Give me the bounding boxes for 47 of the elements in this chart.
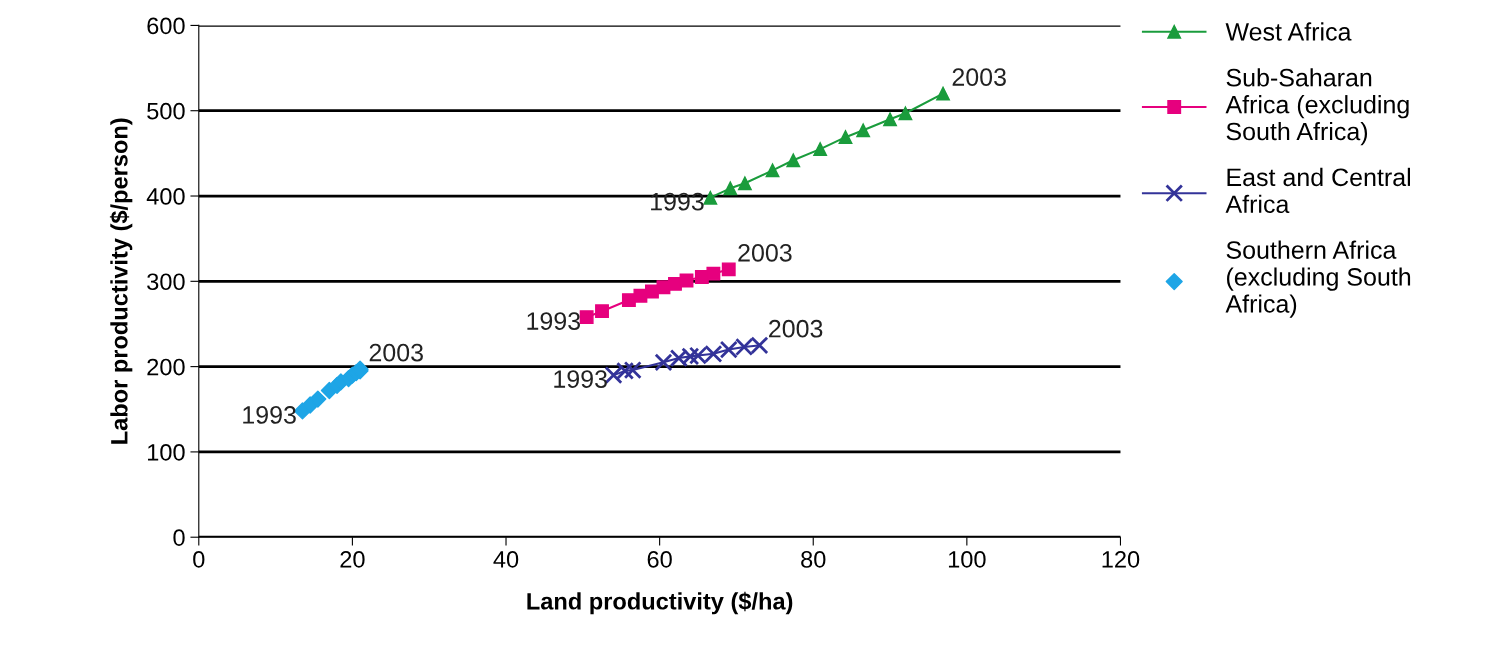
- point: [579, 310, 594, 325]
- legend-label: Southern Africa (excluding South Africa): [1225, 240, 1411, 318]
- y-axis-title: Labor productivity ($/person): [109, 118, 133, 444]
- y-tick-label: 200: [147, 358, 185, 376]
- legend-label: Sub-Saharan Africa (excluding South Africa): [1225, 68, 1409, 146]
- x-tick-label: 0: [193, 551, 205, 568]
- annotation: 1993: [651, 192, 704, 211]
- y-tick-label: 300: [147, 273, 185, 291]
- point: [706, 266, 721, 281]
- point: [703, 190, 718, 205]
- y-tick-label: 100: [148, 443, 185, 461]
- point: [936, 86, 950, 101]
- annotation: 2003: [369, 343, 423, 362]
- point: [898, 106, 913, 121]
- y-tick-label: 600: [147, 17, 185, 35]
- legend-label: West Africa: [1225, 22, 1352, 41]
- point: [721, 262, 736, 277]
- point: [765, 163, 780, 178]
- point: [737, 176, 752, 191]
- point: [856, 123, 871, 138]
- y-tick-label: 0: [173, 529, 185, 546]
- annotation: 1993: [554, 370, 607, 388]
- point: [838, 130, 853, 145]
- annotation: 1993: [243, 406, 296, 424]
- annotation: 1993: [527, 312, 581, 330]
- point: [723, 181, 738, 196]
- x-tick-label: 120: [1102, 551, 1140, 568]
- y-tick-label: 500: [147, 102, 185, 120]
- legend-label: East and Central Africa: [1225, 167, 1411, 214]
- y-tick-label: 400: [146, 188, 185, 205]
- annotation: 2003: [952, 68, 1006, 86]
- point: [883, 112, 897, 127]
- annotation: 2003: [738, 243, 792, 262]
- x-tick-label: 40: [493, 551, 519, 568]
- point: [813, 142, 828, 157]
- x-tick-label: 20: [340, 551, 365, 568]
- x-tick-label: 80: [801, 551, 826, 568]
- point: [668, 276, 682, 291]
- point: [595, 304, 609, 319]
- point: [616, 361, 635, 380]
- x-tick-label: 100: [948, 551, 986, 568]
- point: [309, 390, 327, 408]
- point: [786, 153, 801, 168]
- point: [623, 360, 642, 380]
- x-tick-label: 60: [647, 551, 672, 568]
- x-axis-title: Land productivity ($/ha): [527, 591, 793, 615]
- annotation: 2003: [769, 319, 823, 338]
